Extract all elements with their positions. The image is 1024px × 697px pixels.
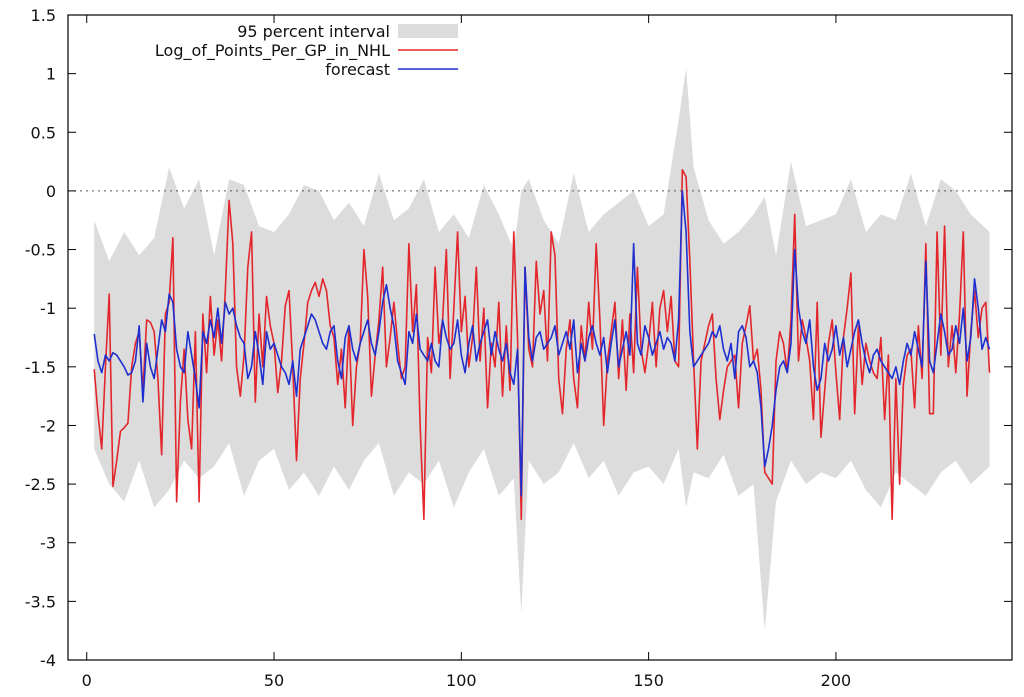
x-tick-label: 0 <box>82 671 92 690</box>
plot-frame <box>67 14 1013 661</box>
y-tick-label: 0 <box>46 182 56 201</box>
series-line-forecast <box>93 190 991 497</box>
legend-item-interval: 95 percent interval <box>237 22 458 41</box>
y-tick-label: -3 <box>40 534 56 553</box>
legend-item-forecast: forecast <box>325 60 458 79</box>
y-tick-label: -1 <box>40 299 56 318</box>
legend-swatch-band <box>398 24 458 38</box>
legend-label: 95 percent interval <box>237 22 390 41</box>
x-tick-label: 150 <box>633 671 664 690</box>
legend-item-actual: Log_of_Points_Per_GP_in_NHL <box>155 41 458 61</box>
interval-layer <box>94 67 990 631</box>
y-tick-label: -0.5 <box>25 241 56 260</box>
x-tick-label: 50 <box>264 671 284 690</box>
legend: 95 percent intervalLog_of_Points_Per_GP_… <box>155 22 458 79</box>
legend-label: forecast <box>325 60 390 79</box>
axes-layer: 1.5 1 0.5 0 -0.5 -1 -1.5 -2 -2.5 -3 -3.5 -4 0 50 100 15… <box>25 6 1013 690</box>
series-layer <box>93 169 991 521</box>
legend-label: Log_of_Points_Per_GP_in_NHL <box>155 41 390 61</box>
y-tick-label: 1.5 <box>31 6 56 25</box>
y-tick-label: -4 <box>40 651 56 670</box>
y-tick-label: 1 <box>46 65 56 84</box>
y-tick-label: -2.5 <box>25 475 56 494</box>
interval-band <box>94 67 990 631</box>
x-tick-label: 100 <box>446 671 477 690</box>
series-line-actual <box>93 169 991 521</box>
y-tick-label: 0.5 <box>31 123 56 142</box>
y-tick-label: -1.5 <box>25 358 56 377</box>
x-tick-label: 200 <box>821 671 852 690</box>
y-tick-label: -2 <box>40 416 56 435</box>
y-tick-label: -3.5 <box>25 592 56 611</box>
